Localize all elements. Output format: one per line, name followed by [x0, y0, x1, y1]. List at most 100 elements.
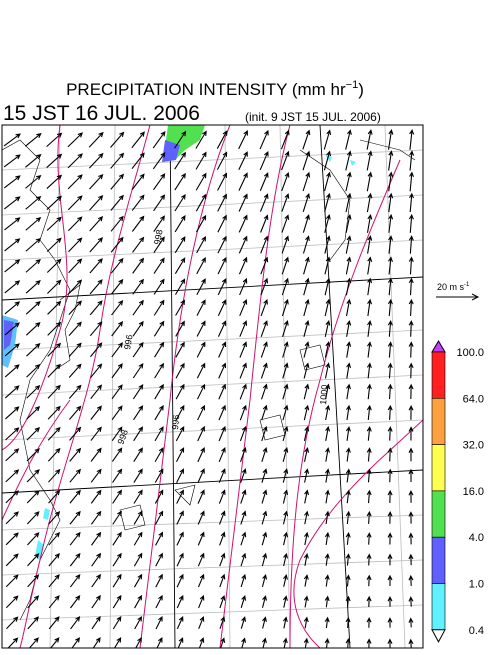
wind-arrow — [387, 447, 393, 462]
wind-arrow — [387, 129, 394, 150]
wind-arrow — [112, 552, 122, 567]
wind-arrow — [366, 150, 373, 171]
wind-arrow — [47, 363, 61, 378]
wind-arrow — [91, 552, 102, 567]
wind-arrow — [218, 468, 226, 483]
wind-arrow — [218, 383, 226, 400]
wind-arrow — [175, 447, 185, 463]
wind-arrow — [131, 152, 145, 170]
wind-arrow — [408, 596, 414, 607]
wind-arrow — [217, 278, 227, 296]
wind-arrow — [388, 192, 394, 213]
wind-arrow — [302, 235, 310, 254]
wind-arrow — [387, 277, 393, 296]
wind-arrow — [303, 341, 310, 358]
wind-arrow — [408, 532, 414, 545]
wind-arrow — [239, 341, 247, 358]
wind-arrow — [217, 235, 227, 254]
wind-arrow — [367, 256, 373, 275]
wind-arrow — [367, 277, 373, 296]
wind-arrow — [154, 468, 164, 483]
wind-arrow — [90, 342, 103, 358]
wind-arrow — [176, 615, 184, 630]
wind-arrow — [48, 510, 61, 525]
wind-arrow — [367, 341, 372, 358]
colorbar-label: 0.4 — [469, 625, 484, 637]
wind-arrow — [303, 552, 309, 566]
wind-arrow — [261, 510, 268, 525]
wind-arrow — [261, 446, 268, 462]
wind-arrow — [260, 362, 268, 379]
wind-arrow — [26, 385, 41, 399]
wind-arrow — [196, 278, 206, 296]
colorbar-over — [431, 340, 446, 353]
wind-arrow — [282, 637, 288, 648]
wind-arrow — [69, 489, 81, 504]
wind-arrow — [4, 217, 21, 231]
wind-arrow — [304, 468, 310, 483]
wind-arrow — [111, 342, 123, 358]
wind-arrow — [176, 468, 184, 483]
wind-arrow — [70, 616, 81, 630]
wind-arrow — [110, 278, 124, 295]
wind-arrow — [46, 237, 62, 252]
wind-arrow — [26, 406, 41, 420]
wind-arrow — [238, 151, 248, 170]
wind-arrow — [282, 489, 289, 504]
colorbar-segment — [431, 444, 446, 492]
wind-arrow — [90, 468, 102, 483]
wind-arrow — [89, 237, 103, 253]
colorbar-segment — [431, 536, 446, 584]
wind-arrow — [154, 447, 164, 463]
wind-arrow — [302, 129, 311, 150]
wind-arrow — [90, 489, 102, 504]
wind-arrow — [282, 320, 289, 337]
wind-arrow — [26, 469, 40, 483]
colorbar: 100.0 64.0 32.0 16.0 4.0 1.0 0.4 — [431, 340, 484, 643]
wind-arrow — [67, 132, 84, 148]
wind-arrow — [239, 362, 247, 379]
wind-arrow — [112, 510, 122, 525]
wind-arrow — [345, 595, 351, 608]
wind-arrow — [48, 616, 60, 630]
lat-lon-grid — [2, 125, 423, 648]
wind-arrow — [387, 298, 393, 317]
wind-arrow — [283, 574, 288, 587]
wind-arrow — [68, 279, 83, 295]
wind-arrow — [133, 510, 143, 525]
wind-arrow — [91, 615, 101, 630]
wind-arrow — [174, 215, 186, 233]
wind-arrow — [175, 426, 185, 442]
wind-arrow — [90, 426, 102, 441]
wind-arrow — [345, 638, 351, 648]
wind-arrow — [110, 131, 125, 148]
wind-arrow — [366, 468, 372, 483]
wind-arrow — [366, 574, 372, 587]
wind-arrow — [47, 405, 61, 420]
wind-arrow — [47, 384, 61, 399]
wind-arrow — [259, 172, 269, 191]
wind-arrow — [111, 447, 123, 462]
contour-label: 996 — [170, 414, 181, 430]
wind-arrow — [89, 216, 104, 232]
wind-arrow — [323, 129, 332, 150]
wind-arrow — [388, 235, 394, 254]
colorbar-label: 1.0 — [469, 579, 484, 591]
wind-arrow — [345, 616, 351, 628]
wind-arrow — [132, 362, 144, 379]
wind-arrow — [131, 131, 145, 149]
wind-arrow — [345, 447, 351, 462]
wind-arrow — [25, 216, 42, 231]
wind-arrow — [153, 173, 166, 191]
wind-arrow — [324, 192, 331, 213]
wind-arrow — [6, 616, 19, 630]
wind-arrow — [218, 447, 226, 463]
wind-arrow — [112, 615, 122, 630]
wind-arrow — [346, 362, 352, 379]
wind-arrow — [408, 383, 414, 400]
wind-arrow — [176, 573, 184, 588]
colorbar-under — [431, 629, 446, 643]
wind-arrow — [154, 426, 164, 442]
major-grid — [2, 125, 423, 648]
wind-arrow — [132, 236, 145, 253]
